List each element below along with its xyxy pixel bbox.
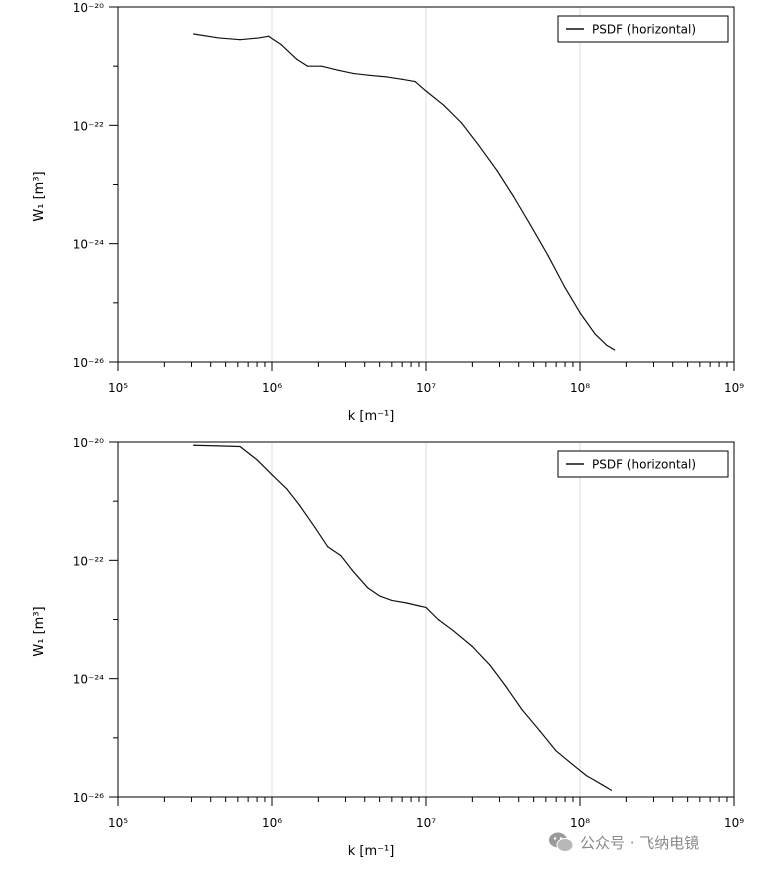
data-point xyxy=(572,764,574,766)
data-point xyxy=(353,571,355,573)
data-point xyxy=(367,587,369,589)
legend-box xyxy=(557,450,729,478)
y-tick-label: 10⁻²⁶ xyxy=(73,356,104,370)
data-point xyxy=(547,254,549,257)
data-point xyxy=(353,72,355,75)
data-point xyxy=(594,333,596,335)
data-point xyxy=(425,606,427,609)
series-line-1 xyxy=(193,444,612,791)
data-point xyxy=(505,685,507,688)
y-tick-label: 10⁻²⁰ xyxy=(73,1,104,15)
data-point xyxy=(401,78,403,80)
data-point xyxy=(564,287,566,289)
x-tick-label: 10⁹ xyxy=(724,816,744,830)
wechat-icon xyxy=(549,832,574,852)
data-point xyxy=(418,605,420,607)
x-tick-label: 10⁷ xyxy=(416,816,436,830)
data-point xyxy=(521,709,523,711)
data-point xyxy=(296,58,298,61)
data-point xyxy=(606,344,608,347)
data-point xyxy=(594,779,596,782)
series-line-1 xyxy=(193,33,616,351)
data-point xyxy=(391,599,393,602)
chart-1: 10⁵ 10⁶ 10⁷ 10⁸ 10⁹ 10⁻²⁰ 10⁻²² 10⁻²⁴ 10⁻²⁶ k [m⁻… xyxy=(32,1,744,424)
data-point xyxy=(280,44,282,46)
data-point xyxy=(442,104,445,106)
data-point xyxy=(539,730,541,732)
legend-entry: PSDF (horizontal) xyxy=(592,458,696,472)
data-point xyxy=(258,37,260,39)
y-tick-label: 10⁻²⁰ xyxy=(73,436,104,450)
legend-box xyxy=(557,15,729,43)
data-point xyxy=(512,195,515,197)
x-tick-label: 10⁶ xyxy=(262,381,282,395)
data-point xyxy=(530,225,532,227)
data-point xyxy=(239,39,241,41)
data-point xyxy=(385,76,387,78)
x-axis-title: k [m⁻¹] xyxy=(348,844,395,859)
x-tick-label: 10⁹ xyxy=(724,381,744,395)
data-point xyxy=(579,312,581,314)
data-point xyxy=(425,90,427,92)
x-tick-label: 10⁸ xyxy=(570,381,590,395)
y-axis-title: W₁ [m³] xyxy=(32,606,47,656)
data-point xyxy=(585,775,587,777)
data-point xyxy=(460,122,463,124)
data-point xyxy=(217,37,220,39)
x-tick-label: 10⁶ xyxy=(262,816,282,830)
y-tick-label: 10⁻²² xyxy=(73,554,104,568)
data-point xyxy=(340,555,342,557)
x-axis-title: k [m⁻¹] xyxy=(348,409,395,424)
data-point xyxy=(610,789,613,791)
y-tick-label: 10⁻²⁶ xyxy=(73,791,104,805)
data-point xyxy=(286,488,288,490)
y-tick-label: 10⁻²² xyxy=(73,119,104,133)
data-point xyxy=(379,595,381,597)
data-point xyxy=(193,444,195,446)
data-point xyxy=(337,69,340,71)
x-tick-label: 10⁷ xyxy=(416,381,436,395)
data-point xyxy=(496,170,498,172)
data-point xyxy=(298,504,300,506)
data-point xyxy=(217,445,220,447)
data-point xyxy=(614,349,616,351)
data-point xyxy=(321,65,323,67)
watermark-text: 公众号 · 飞纳电镜 xyxy=(580,833,700,852)
data-point xyxy=(478,144,480,146)
data-point xyxy=(314,526,316,529)
data-point xyxy=(193,33,195,35)
data-point xyxy=(271,474,273,476)
data-point xyxy=(601,784,604,786)
data-point xyxy=(452,629,454,632)
x-tick-label: 10⁵ xyxy=(108,816,128,830)
data-point xyxy=(306,65,309,67)
y-axis-title: W₁ [m³] xyxy=(32,171,47,221)
data-point xyxy=(414,80,416,83)
watermark: 公众号 · 飞纳电镜 xyxy=(548,827,778,857)
data-point xyxy=(239,445,241,448)
x-tick-label: 10⁸ xyxy=(570,816,590,830)
data-point xyxy=(437,618,439,621)
data-point xyxy=(256,459,258,461)
data-point xyxy=(406,602,408,604)
data-point xyxy=(555,750,557,752)
data-point xyxy=(327,546,329,548)
data-point xyxy=(489,664,491,666)
data-point xyxy=(471,645,473,648)
data-point xyxy=(368,74,371,76)
chart-2: 10⁵ 10⁶ 10⁷ 10⁸ 10⁹ 10⁻²⁰ 10⁻²² 10⁻²⁴ 10⁻²⁶ k [m⁻… xyxy=(32,436,744,859)
y-tick-label: 10⁻²⁴ xyxy=(73,673,104,687)
data-point xyxy=(267,35,270,37)
legend-entry: PSDF (horizontal) xyxy=(592,23,696,37)
y-tick-label: 10⁻²⁴ xyxy=(73,238,104,252)
x-tick-label: 10⁵ xyxy=(108,381,128,395)
